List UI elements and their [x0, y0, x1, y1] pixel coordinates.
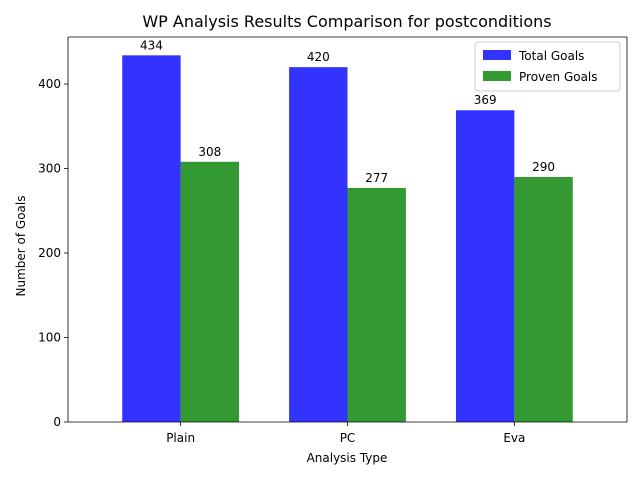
legend-box — [474, 41, 621, 92]
x-axis-label: Analysis Type — [307, 451, 388, 465]
y-tick-label: 400 — [38, 77, 61, 91]
data-label: 277 — [365, 171, 388, 185]
x-tick-label: PC — [340, 431, 356, 445]
data-label: 308 — [198, 145, 221, 159]
y-tick-label: 300 — [38, 162, 61, 176]
data-label: 369 — [474, 93, 497, 107]
legend-swatch — [483, 71, 511, 81]
bar-proven-goals — [180, 161, 240, 422]
data-label: 290 — [532, 160, 555, 174]
y-tick-label: 0 — [53, 415, 61, 429]
y-tick-label: 100 — [38, 331, 61, 345]
data-label: 420 — [307, 50, 330, 64]
bar-total-goals — [289, 67, 348, 423]
plot-area: 434 420 369 308 277 290 0 100 200 300 400 Plain PC Ev… — [38, 36, 628, 445]
legend-label: Proven Goals — [519, 70, 598, 84]
data-label: 434 — [140, 38, 163, 52]
legend: Total Goals Proven Goals — [474, 41, 621, 92]
x-tick-label: Eva — [503, 431, 525, 445]
bar-total-goals — [122, 55, 181, 422]
x-tick-label: Plain — [166, 431, 195, 445]
bar-total-goals — [455, 110, 515, 423]
bar-proven-goals — [347, 187, 406, 422]
chart-title: WP Analysis Results Comparison for postc… — [142, 12, 551, 31]
legend-swatch — [483, 50, 511, 60]
legend-label: Total Goals — [518, 49, 584, 63]
bar-proven-goals — [514, 176, 573, 422]
y-tick-label: 200 — [38, 246, 61, 260]
y-axis-label: Number of Goals — [14, 196, 28, 297]
